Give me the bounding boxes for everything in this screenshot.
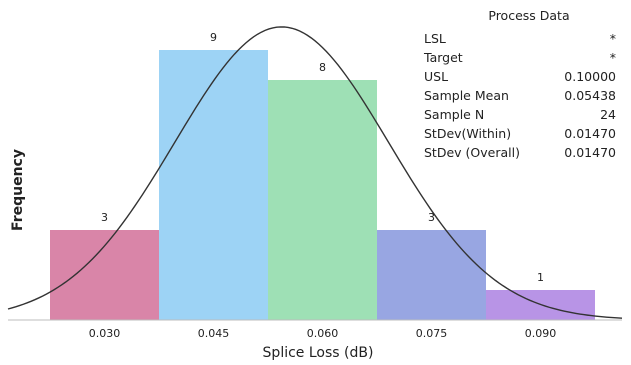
process-data-row: Target * [424,48,616,67]
x-tick-label: 0.075 [416,327,448,340]
process-data-row: StDev (Overall) 0.01470 [424,143,616,162]
process-data-value: * [609,31,616,46]
process-data-row: USL 0.10000 [424,67,616,86]
process-data-label: StDev (Overall) [424,145,520,160]
process-data-value: 0.01470 [564,145,616,160]
process-data-value: 0.05438 [564,88,616,103]
process-data-value: 0.10000 [564,69,616,84]
process-data-row: StDev(Within) 0.01470 [424,124,616,143]
histogram-bar [50,230,159,320]
process-data-rows: LSL * Target * USL 0.10000 Sample Mean 0.05438 S… [424,29,616,162]
x-axis-title: Splice Loss (dB) [263,345,374,361]
process-data-value: 0.01470 [564,126,616,141]
x-tick-label: 0.090 [525,327,557,340]
normal-fit-curve [7,26,623,319]
bar-value-label: 8 [319,61,326,74]
process-data-row: LSL * [424,29,616,48]
x-tick-label: 0.060 [307,327,339,340]
histogram-bar [268,80,377,320]
x-tick-label: 0.045 [198,327,230,340]
bar-value-label: 3 [101,211,108,224]
process-data-label: Target [424,50,463,65]
process-data-panel: Process Data LSL * Target * USL 0.10000 Sample… [424,6,616,162]
process-data-label: StDev(Within) [424,126,512,141]
process-data-title: Process Data [488,8,570,23]
process-data-value: * [609,50,616,65]
bar-value-label: 1 [537,271,544,284]
bar-value-labels: 3 9 8 3 1 [101,31,544,284]
bar-value-label: 9 [210,31,217,44]
x-tick-label: 0.030 [89,327,121,340]
process-data-value: 24 [600,107,616,122]
y-axis-title: Frequency [10,149,26,231]
process-data-label: LSL [424,31,446,46]
process-data-row: Sample Mean 0.05438 [424,86,616,105]
histogram-bar [377,230,486,320]
process-data-label: USL [424,69,449,84]
process-data-label: Sample Mean [424,88,509,103]
histogram-bar [159,50,268,320]
process-data-row: Sample N 24 [424,105,616,124]
x-tick-labels: 0.030 0.045 0.060 0.075 0.090 [89,327,557,340]
bar-value-label: 3 [428,211,435,224]
process-data-label: Sample N [424,107,485,122]
